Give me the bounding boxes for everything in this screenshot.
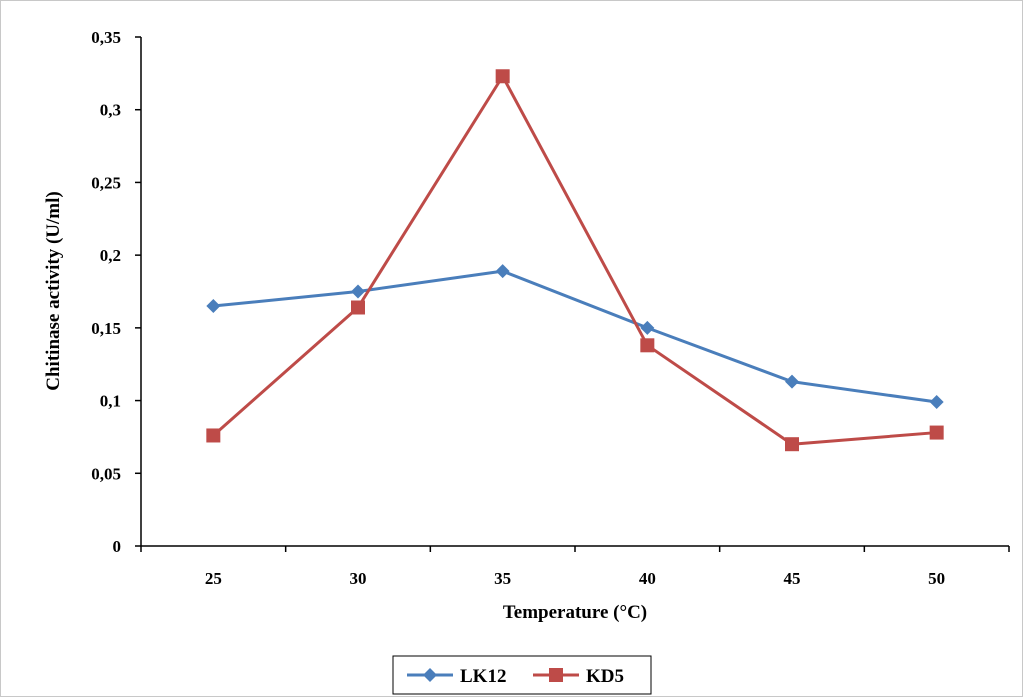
axes xyxy=(135,36,1010,552)
x-tick-label: 25 xyxy=(205,569,222,588)
data-point-kd5 xyxy=(640,338,655,353)
data-point-kd5 xyxy=(206,428,221,443)
data-point-lk12 xyxy=(351,284,365,299)
series-lk12 xyxy=(206,264,944,410)
legend-marker-lk12 xyxy=(423,668,437,682)
series-kd5 xyxy=(206,69,944,452)
data-point-lk12 xyxy=(785,374,799,389)
data-point-lk12 xyxy=(206,299,221,314)
y-tick-label: 0,15 xyxy=(91,319,121,338)
series-line-kd5 xyxy=(212,74,937,446)
x-axis-title: Temperature (°C) xyxy=(503,602,647,623)
series-line-lk12 xyxy=(213,269,937,404)
y-tick-label: 0,2 xyxy=(100,246,121,265)
x-tick-label: 30 xyxy=(350,569,367,588)
x-tick-labels: 25 30 35 40 45 50 xyxy=(205,569,945,588)
legend-marker-kd5 xyxy=(549,668,563,682)
y-tick-label: 0,1 xyxy=(100,392,121,411)
x-tick-label: 45 xyxy=(784,569,801,588)
y-tick-labels: 0 0,05 0,1 0,15 0,2 0,25 0,3 0,35 xyxy=(91,28,121,556)
legend-item-lk12: LK12 xyxy=(407,666,506,687)
y-axis-title: Chitinase activity (U/ml) xyxy=(43,191,64,390)
y-tick-label: 0,35 xyxy=(91,28,121,47)
data-point-lk12 xyxy=(929,395,944,410)
y-tick-label: 0,25 xyxy=(91,173,121,192)
y-tick-label: 0,05 xyxy=(91,464,121,483)
y-tick-label: 0,3 xyxy=(100,101,121,120)
legend: LK12 KD5 xyxy=(392,655,652,695)
x-tick-label: 40 xyxy=(639,569,656,588)
data-point-kd5 xyxy=(351,300,365,315)
x-tick-label: 50 xyxy=(928,569,945,588)
data-point-lk12 xyxy=(495,264,510,279)
data-point-kd5 xyxy=(929,425,944,440)
data-point-kd5 xyxy=(785,437,799,452)
legend-item-kd5: KD5 xyxy=(533,666,624,687)
data-point-kd5 xyxy=(495,69,510,84)
legend-label-kd5: KD5 xyxy=(586,666,624,687)
series-layer xyxy=(206,69,944,452)
y-tick-label: 0 xyxy=(113,537,122,556)
x-tick-label: 35 xyxy=(494,569,511,588)
legend-label-lk12: LK12 xyxy=(460,666,506,687)
data-point-lk12 xyxy=(640,320,655,335)
